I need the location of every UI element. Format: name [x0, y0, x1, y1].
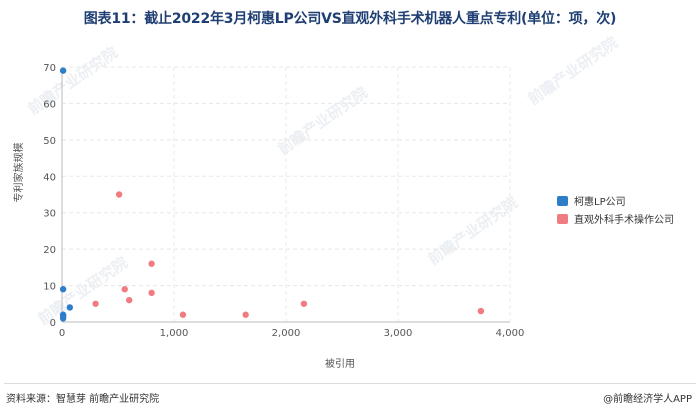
y-tick-label: 50 — [43, 136, 56, 147]
data-point-series-1 — [92, 300, 99, 307]
x-tick-label: 3,000 — [384, 328, 413, 339]
data-point-series-0 — [59, 286, 67, 293]
y-tick-label: 10 — [43, 282, 56, 293]
data-point-series-1 — [121, 286, 128, 293]
legend-label: 柯惠LP公司 — [574, 197, 626, 208]
x-tick-label: 0 — [59, 328, 65, 339]
brand-credit: @前瞻经济学人APP — [603, 394, 692, 405]
x-tick-label: 4,000 — [496, 328, 525, 339]
legend-item-intuitive[interactable]: 直观外科手术操作公司 — [557, 210, 674, 227]
data-point-series-1 — [115, 191, 123, 198]
x-axis-label: 被引用 — [325, 359, 355, 370]
footer-divider — [4, 383, 696, 384]
y-tick-label: 20 — [43, 245, 56, 256]
data-point-series-1 — [179, 311, 187, 318]
legend: 柯惠LP公司 直观外科手术操作公司 — [557, 192, 674, 228]
x-tick-label: 1,000 — [160, 328, 189, 339]
data-point-series-1 — [300, 300, 308, 307]
x-tick-label: 2,000 — [272, 328, 301, 339]
data-point-series-0 — [59, 67, 67, 74]
y-tick-label: 70 — [43, 63, 56, 74]
data-point-series-1 — [126, 296, 133, 304]
legend-label: 直观外科手术操作公司 — [574, 215, 674, 226]
legend-swatch-icon — [557, 213, 568, 224]
source-note: 资料来源：智慧芽 前瞻产业研究院 — [6, 394, 160, 405]
y-tick-label: 0 — [50, 318, 56, 329]
y-tick-label: 30 — [43, 209, 56, 220]
legend-item-covidien[interactable]: 柯惠LP公司 — [557, 192, 674, 209]
data-point-series-1 — [148, 289, 155, 297]
data-point-series-1 — [148, 260, 155, 267]
data-point-series-0 — [66, 304, 74, 311]
data-point-series-0 — [59, 315, 67, 322]
y-axis-label: 专利家族规模 — [14, 142, 25, 203]
y-tick-label: 60 — [43, 99, 56, 110]
data-point-series-1 — [242, 311, 249, 318]
scatter-plot: 0 10 20 30 40 50 60 70 0 1,000 2,000 3,000 4,000 — [43, 63, 525, 339]
legend-swatch-icon — [557, 195, 568, 206]
y-tick-label: 40 — [43, 172, 56, 183]
data-point-series-1 — [477, 307, 485, 315]
chart-title: 图表11：截止2022年3月柯惠LP公司VS直观外科手术机器人重点专利(单位：项… — [83, 11, 617, 27]
